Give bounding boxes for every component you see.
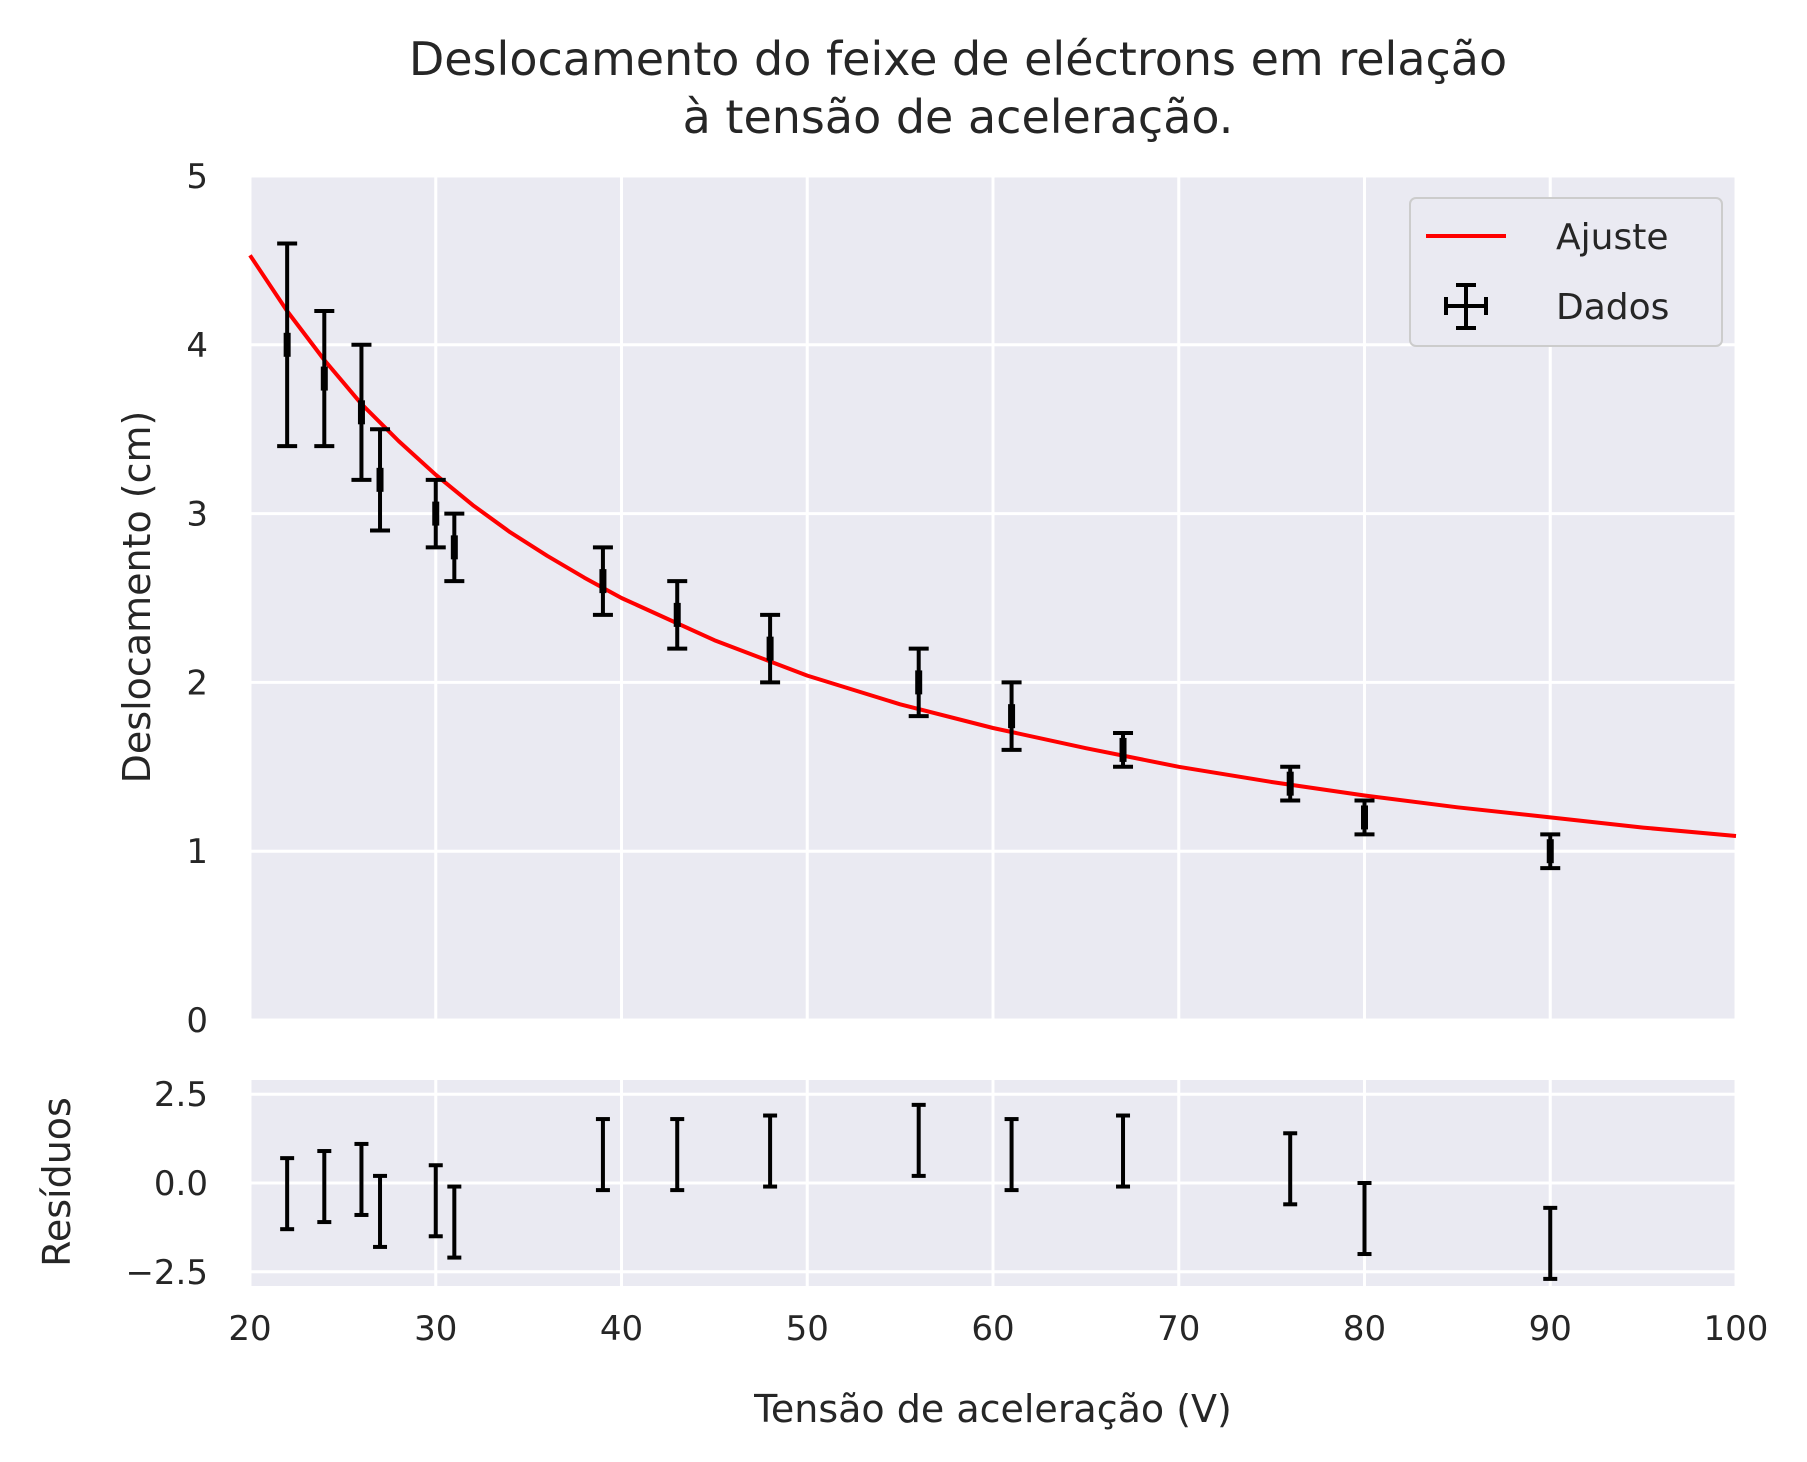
residual-errorbar: [1116, 1113, 1131, 1189]
data-point-errorbar: [1540, 832, 1561, 871]
x-tick-label: 70: [1157, 1309, 1200, 1349]
residual-errorbar: [1004, 1117, 1019, 1193]
x-axis-label: Tensão de aceleração (V): [753, 1387, 1232, 1431]
main-y-tick-label: 2: [186, 663, 208, 703]
data-point-errorbar: [444, 511, 465, 584]
legend-data-label: Dados: [1556, 287, 1669, 328]
residual-errorbar: [280, 1156, 295, 1232]
data-point-errorbar: [370, 427, 391, 533]
data-point-errorbar: [908, 646, 929, 719]
main-y-tick-label: 4: [186, 326, 208, 366]
residuals-y-tick-label: −2.5: [125, 1253, 208, 1293]
x-tick-label: 40: [600, 1309, 643, 1349]
data-point-errorbar: [277, 241, 298, 449]
main-y-tick-label: 1: [186, 832, 208, 872]
residual-errorbar: [763, 1113, 778, 1189]
data-point-errorbar: [667, 579, 688, 651]
x-tick-label: 80: [1343, 1309, 1386, 1349]
legend-fit-label: Ajuste: [1556, 217, 1668, 258]
main-y-tick-label: 3: [186, 495, 208, 535]
data-point-errorbar: [425, 477, 446, 550]
legend-errorbar-swatch: [1444, 283, 1488, 330]
data-point-errorbar: [1354, 798, 1375, 837]
x-tick-label: 100: [1704, 1309, 1769, 1349]
residual-errorbar: [670, 1117, 685, 1193]
data-point-errorbar: [1001, 680, 1022, 752]
x-tick-label: 50: [786, 1309, 829, 1349]
residuals-y-axis-label: Resíduos: [35, 1097, 79, 1267]
legend: Ajuste Dados: [1409, 197, 1723, 347]
x-tick-label: 20: [228, 1309, 271, 1349]
data-point-errorbar: [1113, 731, 1134, 769]
residual-errorbar: [1357, 1181, 1372, 1257]
residual-errorbar: [1283, 1131, 1298, 1207]
main-y-tick-label: 0: [186, 1001, 208, 1041]
residual-errorbar: [428, 1163, 443, 1239]
main-y-axis-label: Deslocamento (cm): [115, 411, 159, 784]
residual-errorbar: [354, 1141, 369, 1217]
residuals-y-tick-label: 0.0: [154, 1164, 208, 1204]
chart-title-line1: Deslocamento do feixe de eléctrons em re…: [409, 32, 1507, 86]
residuals-y-tick-label: 2.5: [154, 1075, 208, 1115]
residual-errorbar: [911, 1102, 926, 1178]
residuals-plot: 20 30 40 50 60 70 80 90 100 2.5 0.0 −2.5: [125, 1075, 1768, 1349]
x-tick-label: 60: [971, 1309, 1014, 1349]
main-y-tick-label: 5: [186, 157, 208, 197]
data-point-errorbar: [592, 545, 613, 617]
data-point-errorbar: [314, 309, 335, 449]
residual-errorbar: [373, 1173, 388, 1249]
residual-errorbar: [447, 1184, 462, 1260]
data-point-errorbar: [1280, 764, 1301, 803]
data-point-errorbar: [760, 612, 781, 685]
x-tick-label: 90: [1529, 1309, 1572, 1349]
chart-title-line2: à tensão de aceleração.: [683, 90, 1234, 144]
residual-errorbar: [595, 1117, 610, 1193]
residual-errorbar: [317, 1149, 332, 1225]
data-point-errorbar: [351, 342, 372, 482]
residual-errorbar: [1543, 1205, 1558, 1281]
x-tick-label: 30: [414, 1309, 457, 1349]
